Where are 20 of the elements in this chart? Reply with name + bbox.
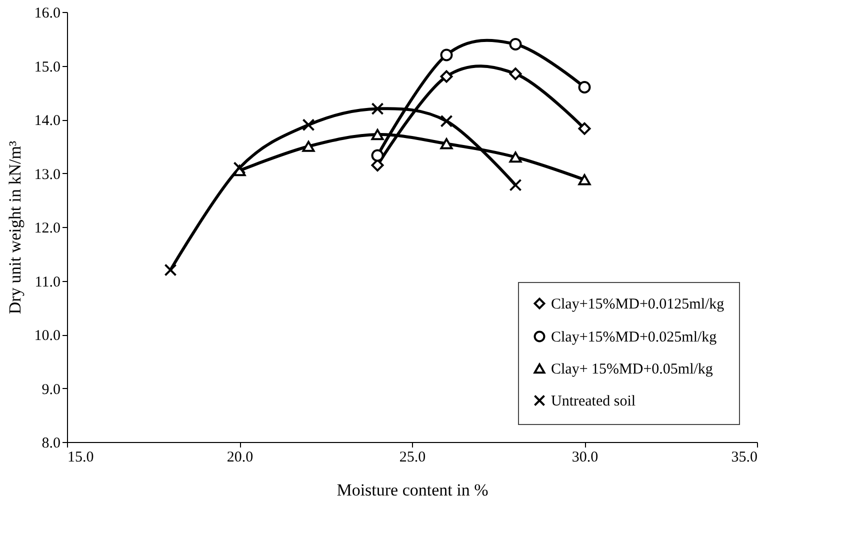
y-tick-label: 14.0 (34, 113, 60, 129)
legend-label: Clay+15%MD+0.025ml/kg (551, 330, 718, 346)
y-tick-label: 15.0 (34, 59, 60, 76)
y-tick-label: 10.0 (34, 328, 60, 344)
y-tick-label: 13.0 (34, 166, 60, 183)
x-tick-label: 35.0 (731, 450, 758, 466)
x-tick-label: 15.0 (68, 450, 94, 466)
x-tick-label: 30.0 (572, 450, 598, 466)
legend-label: Untreated soil (551, 394, 636, 410)
legend-label: Clay+ 15%MD+0.05ml/kg (551, 362, 714, 378)
x-axis-title: Moisture content in % (336, 480, 488, 500)
y-tick-label: 12.0 (34, 220, 60, 236)
legend-label: Clay+15%MD+0.0125ml/kg (551, 296, 725, 312)
y-tick-label: 8.0 (42, 436, 60, 452)
y-axis-title: Dry unit weight in kN/m³ (5, 140, 24, 314)
x-tick-label: 20.0 (226, 450, 254, 466)
y-tick-label: 9.0 (42, 382, 60, 398)
y-tick-label: 16.0 (34, 6, 60, 22)
x-tick-label: 25.0 (399, 450, 426, 466)
y-tick-label: 11.0 (34, 274, 60, 290)
